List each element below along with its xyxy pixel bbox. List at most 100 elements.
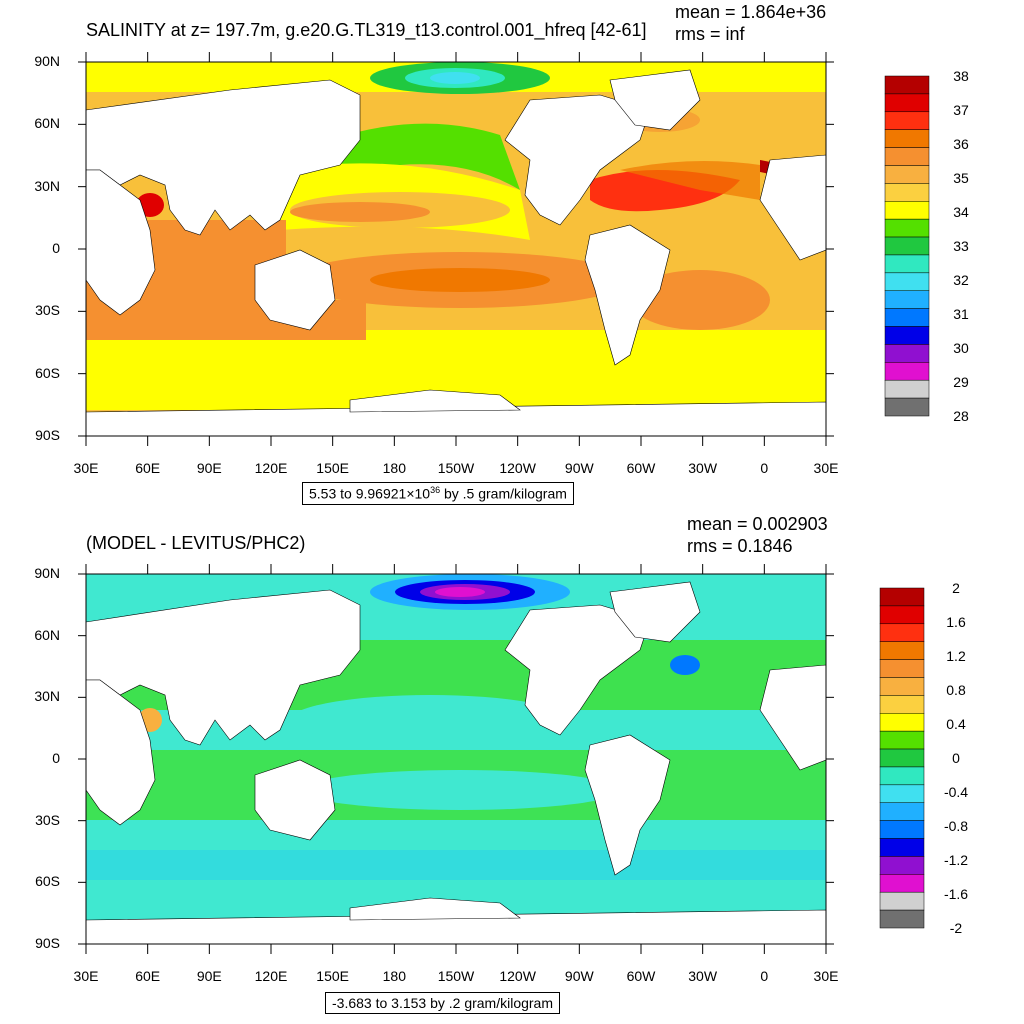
lon-label: 150E — [316, 968, 349, 984]
top-range-exp: 36 — [430, 485, 441, 495]
colorbar-swatch — [879, 587, 925, 607]
colorbar-swatch — [879, 909, 925, 929]
lon-label: 60E — [135, 968, 161, 984]
lat-label: 60N — [34, 626, 60, 643]
lat-label: 30N — [34, 688, 60, 705]
axis-ticks — [78, 52, 834, 954]
colorbar-label: -1.6 — [943, 886, 969, 902]
lon-label: 120E — [254, 460, 288, 476]
colorbar-label: -2 — [949, 920, 963, 936]
colorbar-swatch — [884, 147, 930, 166]
colorbar-swatch — [879, 713, 925, 732]
colorbar-swatch — [884, 218, 930, 238]
lon-label: 150W — [437, 968, 475, 984]
lon-label: 150W — [437, 460, 475, 476]
colorbar-label: -0.8 — [943, 818, 969, 834]
lon-label: 90W — [564, 968, 594, 984]
lon-label: 30W — [688, 460, 718, 476]
colorbar-swatch — [879, 677, 925, 696]
lat-label: 60S — [35, 364, 60, 381]
colorbar-swatch — [879, 623, 925, 642]
colorbar-swatch — [879, 838, 925, 857]
lon-label: 30E — [813, 460, 839, 476]
bottom-colorbar — [879, 587, 925, 929]
top-npacific-green — [330, 123, 520, 190]
lat-label: 60S — [35, 873, 60, 890]
top-panel-rms: rms = inf — [675, 24, 745, 44]
colorbar-swatch — [884, 254, 930, 274]
colorbar-swatch — [879, 820, 925, 839]
colorbar-label: 35 — [953, 170, 969, 186]
lon-label: 60E — [135, 460, 161, 476]
lat-label: 90N — [34, 565, 60, 581]
lon-label: 180 — [382, 460, 406, 476]
top-range-times: ×10 — [406, 485, 431, 502]
bottom-panel-rms: rms = 0.1846 — [687, 536, 793, 556]
lat-label: 90S — [35, 935, 60, 951]
lon-label: 150E — [316, 460, 349, 476]
colorbar-label: 31 — [953, 306, 969, 322]
bottom-diff-map — [86, 574, 826, 944]
colorbar-swatch — [884, 93, 930, 113]
lon-label: 90W — [564, 460, 594, 476]
colorbar-swatch — [879, 605, 925, 625]
colorbar-swatch — [884, 111, 930, 130]
colorbar-label: -0.4 — [943, 784, 969, 800]
colorbar-label: 29 — [953, 374, 969, 390]
colorbar-swatch — [884, 183, 930, 202]
top-land — [86, 69, 826, 436]
colorbar-label: 34 — [953, 204, 969, 220]
lon-label: 0 — [760, 968, 769, 984]
colorbar-swatch — [879, 695, 925, 714]
colorbar-label: 0.4 — [946, 716, 966, 732]
bottom-range-box: -3.683 to 3.153 by .2 gram/kilogram — [325, 992, 561, 1014]
lon-label: 30W — [688, 968, 718, 984]
colorbar-swatch — [884, 129, 930, 148]
lon-label: 120W — [499, 460, 536, 476]
colorbar-label: 1.6 — [946, 614, 966, 630]
bottom-panel-title: (MODEL - LEVITUS/PHC2) — [86, 533, 306, 553]
colorbar-label: 28 — [953, 408, 969, 424]
colorbar-swatch — [884, 308, 930, 327]
top-panel-title: SALINITY at z= 197.7m, g.e20.G.TL319_t13… — [86, 20, 647, 40]
colorbar-swatch — [879, 659, 925, 678]
lat-label: 0 — [52, 240, 60, 256]
lon-label: 30E — [813, 968, 839, 984]
lat-label: 30N — [34, 177, 60, 194]
top-range-box: 5.53 to 9.96921×1036 by .5 gram/kilogram — [302, 482, 574, 505]
colorbar-swatch — [884, 272, 930, 291]
colorbar-swatch — [884, 75, 930, 95]
lon-label: 30E — [73, 460, 99, 476]
lon-label: 180 — [382, 968, 406, 984]
colorbar-swatch — [879, 641, 925, 660]
lon-label: 30E — [73, 968, 99, 984]
colorbar-label: 33 — [953, 238, 969, 254]
colorbar-label: 2 — [952, 580, 960, 596]
colorbar-label: 0.8 — [946, 682, 966, 698]
lat-label: 30S — [35, 811, 60, 828]
colorbar-label: 1.2 — [946, 648, 966, 664]
lon-label: 90E — [196, 968, 222, 984]
lon-label: 60W — [626, 460, 656, 476]
lat-label: 90N — [34, 53, 60, 69]
top-colorbar — [884, 75, 930, 417]
lat-label: 30S — [35, 302, 60, 319]
colorbar-swatch — [879, 784, 925, 803]
colorbar-label: 30 — [953, 340, 969, 356]
colorbar-swatch — [879, 874, 925, 893]
top-salinity-map — [86, 62, 826, 436]
colorbar-swatch — [884, 326, 930, 345]
colorbar-label: 32 — [953, 272, 969, 288]
colorbar-swatch — [879, 856, 925, 875]
colorbar-swatch — [879, 766, 925, 786]
lat-label: 0 — [52, 750, 60, 766]
colorbar-label: 37 — [953, 102, 969, 118]
top-range-prefix: 5.53 to 9.96921 — [309, 485, 407, 502]
colorbar-swatch — [884, 290, 930, 309]
colorbar-swatch — [884, 344, 930, 363]
colorbar-swatch — [879, 891, 925, 911]
colorbar-swatch — [879, 730, 925, 750]
colorbar-swatch — [884, 201, 930, 220]
bottom-land — [86, 581, 826, 944]
